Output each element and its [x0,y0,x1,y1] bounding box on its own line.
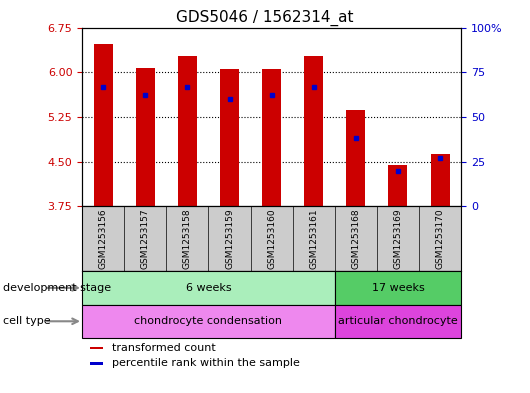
Bar [82,305,335,338]
Text: GSM1253158: GSM1253158 [183,208,192,269]
Bar [90,347,103,349]
Text: cell type: cell type [3,316,50,326]
Bar [262,69,281,206]
Text: 17 weeks: 17 weeks [372,283,425,293]
Text: transformed count: transformed count [112,343,216,353]
Text: chondrocyte condensation: chondrocyte condensation [135,316,282,326]
Text: GSM1253157: GSM1253157 [141,208,150,269]
Text: GSM1253160: GSM1253160 [267,208,276,269]
Bar [430,154,449,206]
Bar [220,69,239,206]
Text: GSM1253161: GSM1253161 [309,208,318,269]
Text: GSM1253159: GSM1253159 [225,208,234,269]
Text: GSM1253168: GSM1253168 [351,208,360,269]
Bar [335,305,461,338]
Text: articular chondrocyte: articular chondrocyte [338,316,458,326]
Text: GDS5046 / 1562314_at: GDS5046 / 1562314_at [176,10,354,26]
Text: percentile rank within the sample: percentile rank within the sample [112,358,301,369]
Bar [335,271,461,305]
Bar [178,56,197,206]
Text: development stage: development stage [3,283,111,293]
Text: GSM1253169: GSM1253169 [393,208,402,269]
Bar [347,110,365,206]
Text: 6 weeks: 6 weeks [186,283,231,293]
Bar [136,68,155,206]
Text: GSM1253156: GSM1253156 [99,208,108,269]
Bar [82,271,335,305]
Text: GSM1253170: GSM1253170 [436,208,445,269]
Bar [90,362,103,365]
Bar [388,165,408,206]
Bar [94,44,113,206]
Bar [304,56,323,206]
